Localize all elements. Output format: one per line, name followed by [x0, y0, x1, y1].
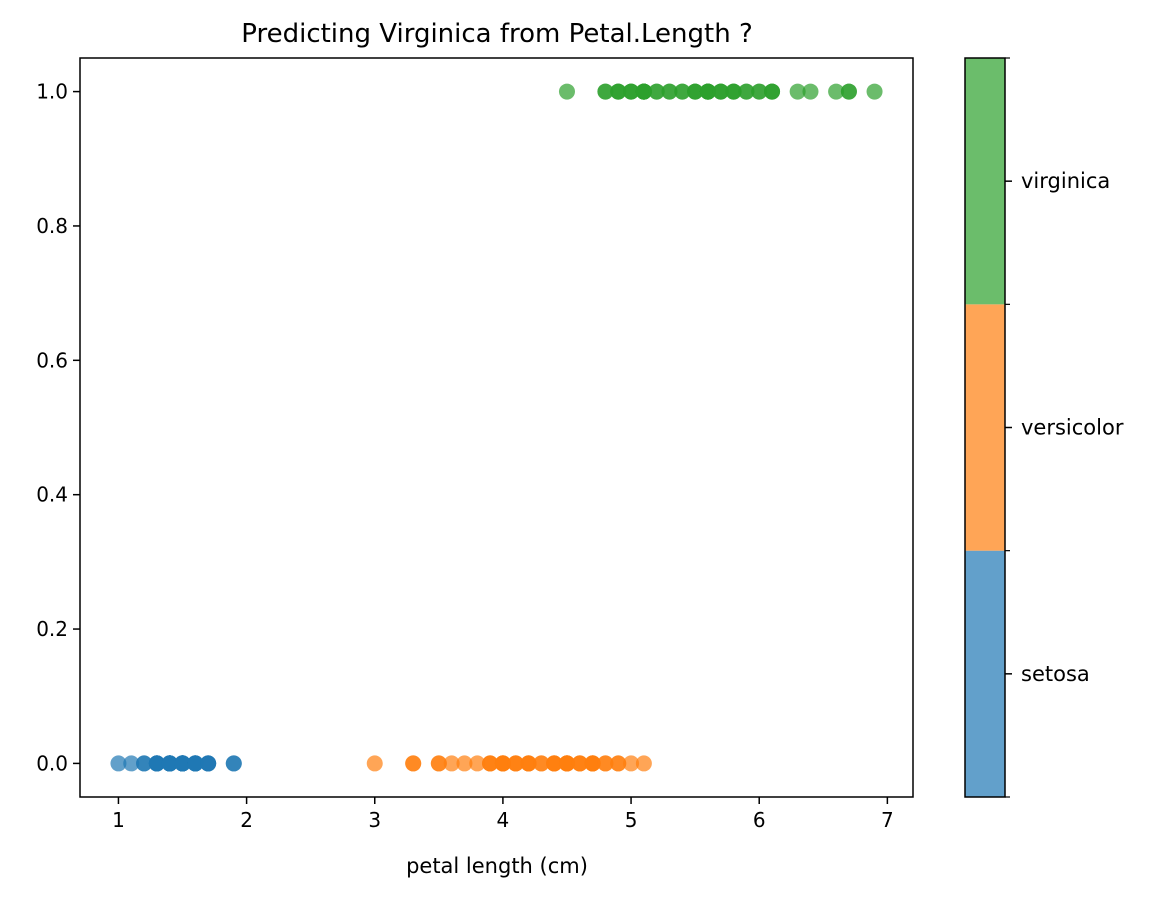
point-setosa-3 [136, 755, 153, 772]
x-tick-label-4: 5 [625, 808, 638, 832]
colorbar-segment-versicolor [965, 304, 1005, 551]
point-setosa-10 [148, 755, 165, 772]
point-versicolor-5 [443, 755, 460, 772]
x-tick-label-1: 2 [240, 808, 253, 832]
points-layer [110, 83, 883, 772]
x-tick-label-6: 7 [881, 808, 894, 832]
point-versicolor-38 [571, 755, 588, 772]
colorbar-label-versicolor: versicolor [1021, 416, 1124, 440]
point-versicolor-7 [469, 755, 486, 772]
point-virginica-48 [840, 83, 857, 100]
y-tick-label-2: 0.4 [36, 483, 68, 507]
y-axis-ticks: 0.0 0.2 0.4 0.6 0.8 1.0 [36, 80, 80, 775]
point-versicolor-6 [456, 755, 473, 772]
point-versicolor-0 [366, 755, 383, 772]
y-tick-label-4: 0.8 [36, 214, 68, 238]
point-versicolor-2 [405, 755, 422, 772]
point-versicolor-10 [482, 755, 499, 772]
x-axis-ticks: 1 2 3 4 5 6 7 [112, 797, 894, 832]
colorbar-frame [964, 57, 1006, 798]
point-versicolor-35 [558, 755, 575, 772]
point-virginica-21 [674, 83, 691, 100]
point-virginica-44 [789, 83, 806, 100]
colorbar-label-virginica: virginica [1021, 169, 1110, 193]
colorbar-segment-setosa [965, 550, 1005, 797]
point-virginica-8 [623, 83, 640, 100]
point-virginica-17 [648, 83, 665, 100]
point-virginica-30 [699, 83, 716, 100]
point-virginica-15 [635, 83, 652, 100]
point-virginica-46 [828, 83, 845, 100]
point-versicolor-24 [533, 755, 550, 772]
y-tick-label-5: 1.0 [36, 80, 68, 104]
point-versicolor-48 [623, 755, 640, 772]
point-virginica-36 [725, 83, 742, 100]
point-setosa-47 [200, 755, 217, 772]
point-versicolor-49 [635, 755, 652, 772]
point-virginica-45 [802, 83, 819, 100]
point-virginica-38 [738, 83, 755, 100]
point-versicolor-43 [584, 755, 601, 772]
point-virginica-5 [610, 83, 627, 100]
point-versicolor-15 [494, 755, 511, 772]
point-virginica-49 [866, 83, 883, 100]
colorbar-label-setosa: setosa [1021, 662, 1090, 686]
point-virginica-19 [661, 83, 678, 100]
point-versicolor-28 [546, 755, 563, 772]
y-tick-label-0: 0.0 [36, 751, 68, 775]
point-versicolor-45 [597, 755, 614, 772]
point-virginica-33 [712, 83, 729, 100]
x-tick-label-0: 1 [112, 808, 125, 832]
point-setosa-36 [174, 755, 191, 772]
colorbar-segment-virginica [965, 58, 1005, 305]
x-tick-label-5: 6 [753, 808, 766, 832]
point-setosa-43 [187, 755, 204, 772]
y-tick-label-3: 0.6 [36, 348, 68, 372]
x-tick-label-2: 3 [368, 808, 381, 832]
point-virginica-24 [687, 83, 704, 100]
y-tick-label-1: 0.2 [36, 617, 68, 641]
point-setosa-0 [110, 755, 127, 772]
plot-frame [79, 57, 914, 798]
point-versicolor-47 [610, 755, 627, 772]
point-virginica-40 [751, 83, 768, 100]
colorbar: setosa versicolor virginica [964, 57, 1124, 798]
point-setosa-1 [123, 755, 140, 772]
x-axis-label: petal length (cm) [406, 854, 588, 878]
point-setosa-49 [225, 755, 242, 772]
point-virginica-43 [764, 83, 781, 100]
point-versicolor-22 [520, 755, 537, 772]
point-virginica-0 [558, 83, 575, 100]
point-virginica-2 [597, 83, 614, 100]
point-setosa-23 [161, 755, 178, 772]
x-tick-label-3: 4 [497, 808, 510, 832]
point-versicolor-4 [430, 755, 447, 772]
point-versicolor-18 [507, 755, 524, 772]
chart-title: Predicting Virginica from Petal.Length ? [241, 19, 753, 49]
